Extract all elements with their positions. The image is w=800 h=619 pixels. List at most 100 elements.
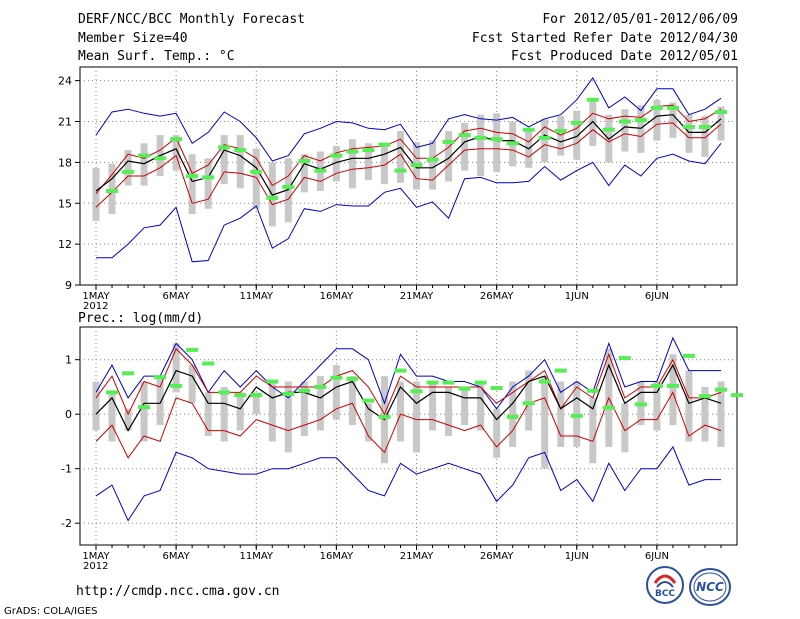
prec-observed-mark [698, 394, 711, 399]
temp-observed-mark [170, 137, 183, 142]
prec-x-tick-label: 26MAY [480, 551, 514, 562]
temp-observed-mark [298, 159, 311, 164]
prec-spread-box [188, 365, 196, 404]
prec-observed-mark [554, 368, 567, 373]
temp-observed-mark [266, 195, 279, 200]
temp-observed-mark [362, 148, 375, 153]
temp-spread-box [124, 150, 132, 186]
temp-observed-mark [378, 142, 391, 147]
temp-spread-box [332, 146, 340, 182]
temp-spread-box [701, 116, 709, 157]
temp-y-tick-label: 18 [58, 156, 72, 169]
temp-observed-mark [698, 124, 711, 129]
temp-observed-mark [682, 124, 695, 129]
fcst-produced-date: Fcst Produced Date 2012/05/01 [511, 49, 738, 64]
prec-spread-box [653, 381, 661, 431]
prec-spread-box [509, 381, 517, 447]
temp-spread-box [573, 110, 581, 160]
temp-spread-box [589, 99, 597, 147]
prec-observed-mark [682, 353, 695, 358]
source-url[interactable]: http://cmdp.ncc.cma.gov.cn [76, 584, 280, 599]
temp-y-tick-label: 24 [58, 75, 72, 88]
temp-observed-mark [538, 135, 551, 140]
temp-spread-box [669, 102, 677, 138]
prec-x-tick-label: 6JUN [645, 551, 669, 562]
prec-spread-box [140, 381, 148, 442]
temp-spread-box [380, 144, 388, 185]
temp-spread-box [445, 131, 453, 182]
temp-spread-box [621, 109, 629, 152]
prec-spread-box [461, 386, 469, 426]
temp-spread-box [541, 118, 549, 163]
temp-spread-box [92, 167, 100, 221]
prec-observed-mark [442, 380, 455, 385]
temp-observed-mark [186, 174, 199, 178]
prec-observed-mark [314, 384, 327, 389]
ncc-logo-icon [689, 568, 731, 606]
temp-spread-box [188, 154, 196, 215]
temp-observed-mark [715, 109, 727, 114]
precip-label: Prec.: log(mm/d) [78, 311, 204, 326]
prec-panel: 1MAY 6MAY 11MAY 16MAY 21MAY 26MAY 1JUN 6JUN 2012… [61, 326, 744, 572]
temp-y-tick-label: 21 [58, 116, 72, 129]
member-size-label: Member Size=40 [78, 31, 188, 46]
temp-observed-mark [442, 139, 455, 144]
temp-spread-box [220, 135, 228, 185]
prec-frame [79, 326, 738, 546]
temp-spread-box [637, 105, 645, 153]
prec-observed-mark [250, 393, 263, 398]
temp-observed-mark [522, 127, 535, 132]
temp-observed-mark [506, 141, 519, 146]
prec-spread-box [621, 403, 629, 453]
prec-observed-mark [378, 414, 391, 419]
prec-observed-mark [458, 386, 471, 391]
temp-frame [79, 66, 738, 286]
prec-spread-box [124, 408, 132, 431]
temp-spread-box [557, 116, 565, 156]
prec-spread-box [204, 392, 212, 436]
temp-spread-box [204, 158, 212, 209]
temp-observed-mark [122, 169, 135, 174]
temp-observed-mark [282, 184, 295, 189]
prec-observed-mark [330, 375, 343, 380]
prec-x-tick-label: 1JUN [565, 551, 589, 562]
temp-min-line [96, 142, 722, 263]
prec-spread-box [413, 381, 421, 453]
temp-observed-mark [554, 129, 567, 134]
prec-observed-mark [522, 401, 535, 406]
temp-observed-mark [490, 137, 503, 142]
prec-observed-mark [586, 388, 599, 393]
temp-mean-line [95, 114, 722, 196]
temp-x-tick-label: 16MAY [320, 291, 354, 302]
prec-spread-box [108, 392, 116, 442]
temp-observed-mark [618, 119, 631, 124]
bcc-logo-text: BCC [654, 589, 676, 599]
temp-observed-mark [106, 188, 119, 193]
temp-y-tick-label: 15 [58, 197, 72, 210]
temp-observed-mark [394, 168, 407, 173]
temp-lower-line [95, 122, 722, 208]
prec-y-tick-label: 0 [65, 408, 72, 421]
prec-observed-mark [715, 387, 727, 392]
prec-observed-mark [650, 383, 663, 388]
prec-observed-mark [298, 388, 311, 393]
prec-spread-box [477, 381, 485, 431]
chart-title: DERF/NCC/BCC Monthly Forecast [78, 12, 305, 27]
prec-observed-mark [202, 361, 215, 366]
prec-observed-mark [394, 368, 407, 373]
prec-spread-box [300, 381, 308, 436]
bcc-logo-icon [646, 566, 684, 604]
temp-observed-mark [202, 175, 215, 180]
temp-observed-mark [650, 105, 663, 110]
temp-spread-box [396, 131, 404, 183]
temp-spread-box [172, 135, 180, 171]
prec-x-tick-label: 1MAY [82, 551, 110, 562]
temp-observed-mark [586, 97, 599, 102]
temp-spread-box [493, 113, 501, 172]
temp-spread-box [236, 135, 244, 189]
prec-observed-mark [426, 380, 439, 385]
prec-spread-box [92, 381, 100, 431]
temp-spread-box [717, 106, 725, 141]
prec-x-tick-label: 16MAY [320, 551, 354, 562]
prec-spread-box [396, 381, 404, 442]
